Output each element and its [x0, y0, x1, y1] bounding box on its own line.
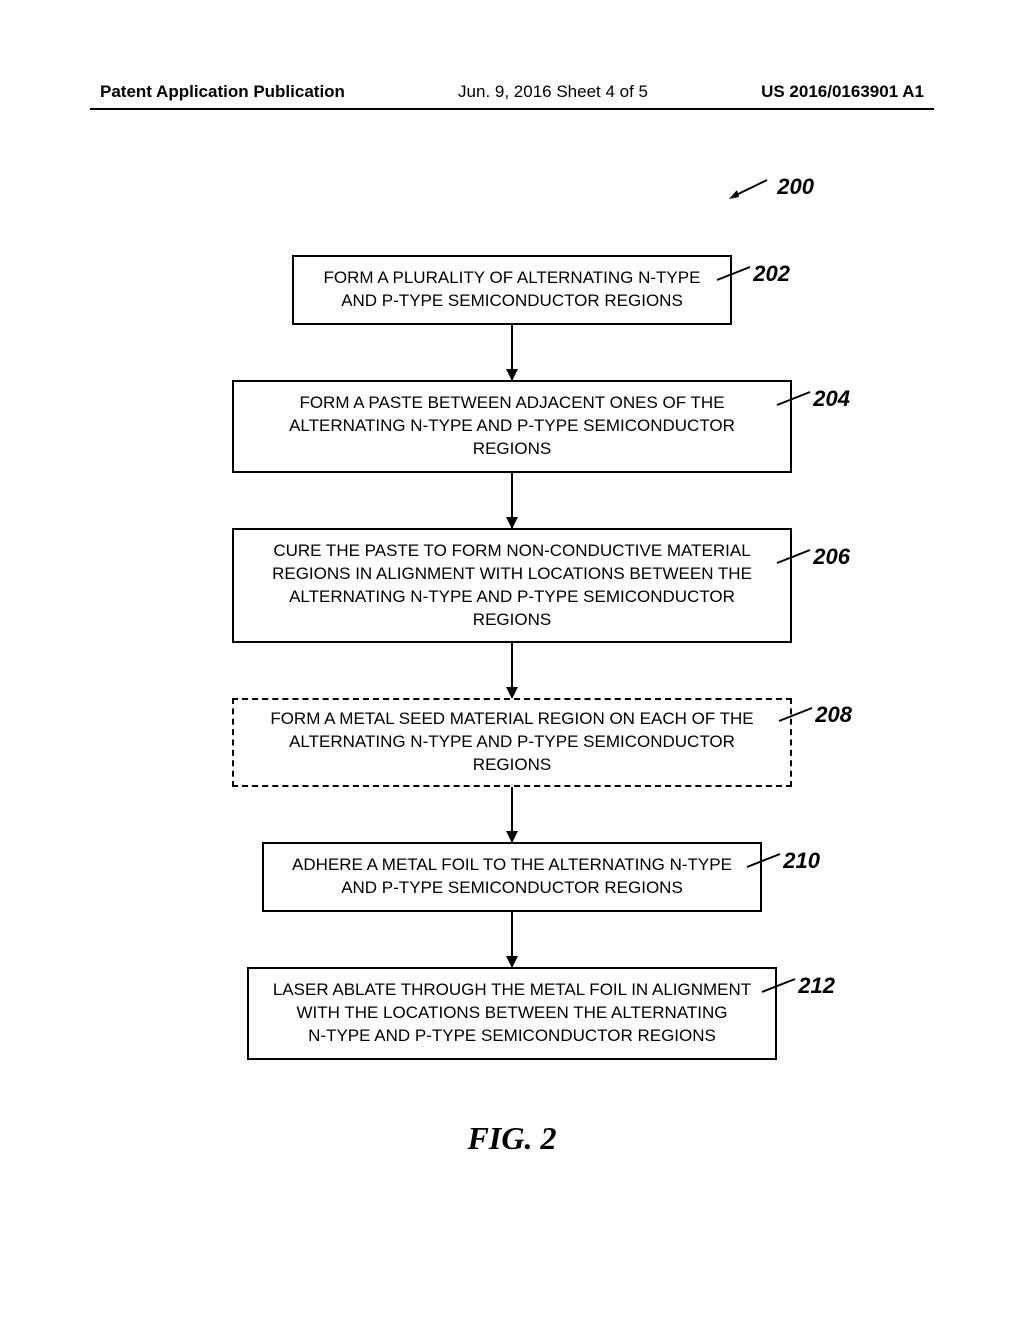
flow-step-text: ALTERNATING N-TYPE AND P-TYPE SEMICONDUC…	[252, 415, 772, 461]
flow-step-wrapper: ADHERE A METAL FOIL TO THE ALTERNATING N…	[232, 842, 792, 912]
header-patent-number: US 2016/0163901 A1	[761, 82, 924, 102]
flow-step-text: AND P-TYPE SEMICONDUCTOR REGIONS	[312, 290, 712, 313]
flow-step-text: CURE THE PASTE TO FORM NON-CONDUCTIVE MA…	[252, 540, 772, 563]
flow-arrow	[511, 912, 513, 967]
flow-step-text: ADHERE A METAL FOIL TO THE ALTERNATING N…	[282, 854, 742, 877]
flowchart: 200 FORM A PLURALITY OF ALTERNATING N-TY…	[0, 160, 1024, 1157]
flow-step-wrapper: FORM A PLURALITY OF ALTERNATING N-TYPEAN…	[232, 255, 792, 325]
ref-main-leader	[727, 172, 777, 202]
flow-step-wrapper: FORM A PASTE BETWEEN ADJACENT ONES OF TH…	[232, 380, 792, 473]
flow-step-text: REGIONS IN ALIGNMENT WITH LOCATIONS BETW…	[252, 563, 772, 586]
flow-arrow	[511, 787, 513, 842]
ref-label: 206	[813, 542, 850, 572]
header-sheet-info: Jun. 9, 2016 Sheet 4 of 5	[458, 82, 648, 102]
flow-step-box: ADHERE A METAL FOIL TO THE ALTERNATING N…	[262, 842, 762, 912]
flow-step-text: FORM A PLURALITY OF ALTERNATING N-TYPE	[312, 267, 712, 290]
flow-step-box: FORM A PASTE BETWEEN ADJACENT ONES OF TH…	[232, 380, 792, 473]
ref-leader-line	[775, 545, 815, 570]
flow-step-text: ALTERNATING N-TYPE AND P-TYPE SEMICONDUC…	[250, 731, 774, 777]
ref-label: 212	[798, 971, 835, 1001]
flowchart-steps: FORM A PLURALITY OF ALTERNATING N-TYPEAN…	[232, 255, 792, 1060]
flow-step-text: ALTERNATING N-TYPE AND P-TYPE SEMICONDUC…	[252, 586, 772, 632]
ref-label: 210	[783, 846, 820, 876]
flow-step-text: FORM A PASTE BETWEEN ADJACENT ONES OF TH…	[252, 392, 772, 415]
flow-arrow	[511, 643, 513, 698]
flow-step-box: FORM A METAL SEED MATERIAL REGION ON EAC…	[232, 698, 792, 787]
flow-step-box: CURE THE PASTE TO FORM NON-CONDUCTIVE MA…	[232, 528, 792, 644]
flow-step-text: LASER ABLATE THROUGH THE METAL FOIL IN A…	[267, 979, 757, 1002]
ref-main: 200	[727, 172, 814, 202]
flow-step-box: LASER ABLATE THROUGH THE METAL FOIL IN A…	[247, 967, 777, 1060]
flow-step-text: WITH THE LOCATIONS BETWEEN THE ALTERNATI…	[267, 1002, 757, 1025]
flow-step-box: FORM A PLURALITY OF ALTERNATING N-TYPEAN…	[292, 255, 732, 325]
ref-leader-line	[745, 849, 785, 874]
ref-leader-line	[775, 387, 815, 412]
ref-label: 208	[815, 700, 852, 730]
header-publication: Patent Application Publication	[100, 82, 345, 102]
flow-step-text: N-TYPE AND P-TYPE SEMICONDUCTOR REGIONS	[267, 1025, 757, 1048]
flow-step-text: AND P-TYPE SEMICONDUCTOR REGIONS	[282, 877, 742, 900]
figure-label: FIG. 2	[468, 1120, 557, 1157]
ref-label: 204	[813, 384, 850, 414]
flow-step-text: FORM A METAL SEED MATERIAL REGION ON EAC…	[250, 708, 774, 731]
flow-step-wrapper: FORM A METAL SEED MATERIAL REGION ON EAC…	[232, 698, 792, 787]
flow-step-wrapper: CURE THE PASTE TO FORM NON-CONDUCTIVE MA…	[232, 528, 792, 644]
ref-leader-line	[760, 974, 800, 999]
ref-leader-line	[777, 703, 817, 728]
flow-arrow	[511, 325, 513, 380]
ref-leader-line	[715, 262, 755, 287]
flow-step-wrapper: LASER ABLATE THROUGH THE METAL FOIL IN A…	[232, 967, 792, 1060]
header-divider	[90, 108, 934, 110]
ref-main-label: 200	[777, 174, 814, 200]
page-header: Patent Application Publication Jun. 9, 2…	[0, 82, 1024, 102]
ref-label: 202	[753, 259, 790, 289]
flow-arrow	[511, 473, 513, 528]
